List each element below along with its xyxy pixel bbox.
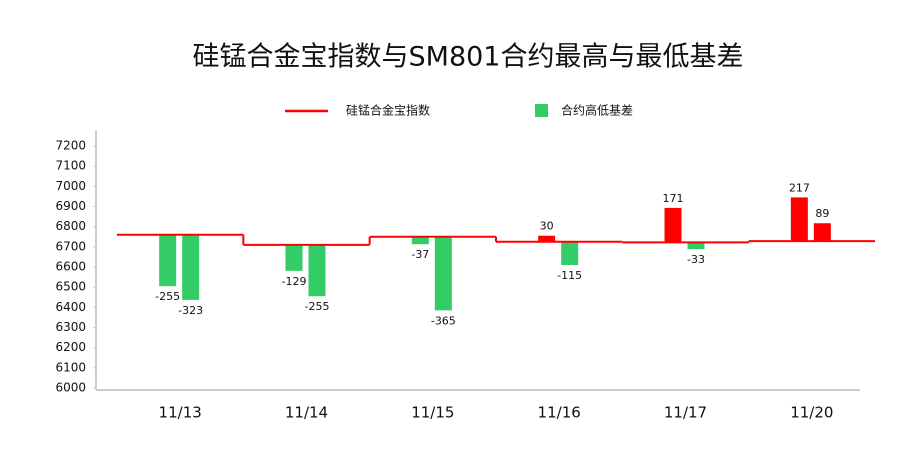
x-tick-label: 11/15	[411, 404, 454, 422]
basis-bar	[182, 234, 200, 300]
x-tick-label: 11/14	[285, 404, 328, 422]
y-tick-label: 6100	[55, 360, 86, 374]
y-tick-label: 7000	[55, 179, 86, 193]
value-label: -255	[155, 290, 180, 303]
x-tick-label: 11/13	[159, 404, 202, 422]
x-tick-label: 11/17	[664, 404, 707, 422]
basis-bar	[687, 242, 705, 250]
chart-title: 硅锰合金宝指数与SM801合约最高与最低基差	[193, 42, 744, 73]
value-label: -37	[411, 248, 429, 261]
y-tick-label: 6000	[55, 381, 86, 395]
value-label: 89	[815, 207, 829, 220]
value-label: -323	[178, 304, 203, 317]
value-label: -129	[282, 275, 307, 288]
y-tick-label: 7200	[55, 139, 86, 153]
legend-label: 硅锰合金宝指数	[346, 103, 430, 118]
x-tick-label: 11/20	[790, 404, 833, 422]
y-tick-label: 6200	[55, 340, 86, 354]
basis-bar	[411, 236, 429, 245]
value-label: -365	[431, 314, 456, 327]
basis-bar	[561, 241, 579, 265]
legend-swatch	[535, 104, 548, 117]
legend-label: 合约高低基差	[561, 103, 633, 118]
y-tick-label: 6400	[55, 300, 86, 314]
value-label: -33	[687, 253, 705, 266]
value-label: 30	[540, 220, 554, 233]
x-tick-label: 11/16	[538, 404, 581, 422]
basis-bar	[159, 234, 177, 287]
y-tick-label: 6600	[55, 260, 86, 274]
basis-bar	[285, 244, 303, 271]
y-tick-label: 6900	[55, 199, 86, 213]
basis-bar	[790, 197, 808, 242]
basis-bar	[538, 235, 556, 242]
value-label: -115	[557, 269, 582, 282]
y-tick-label: 6300	[55, 320, 86, 334]
basis-bar	[434, 236, 452, 311]
value-label: -255	[305, 300, 330, 313]
basis-bar	[813, 223, 831, 242]
y-tick-label: 6800	[55, 219, 86, 233]
y-tick-label: 6500	[55, 280, 86, 294]
value-label: 217	[789, 181, 810, 194]
y-tick-label: 7100	[55, 159, 86, 173]
basis-bar	[664, 207, 682, 243]
basis-bar	[308, 244, 326, 297]
y-tick-label: 6700	[55, 239, 86, 253]
value-label: 171	[663, 192, 684, 205]
